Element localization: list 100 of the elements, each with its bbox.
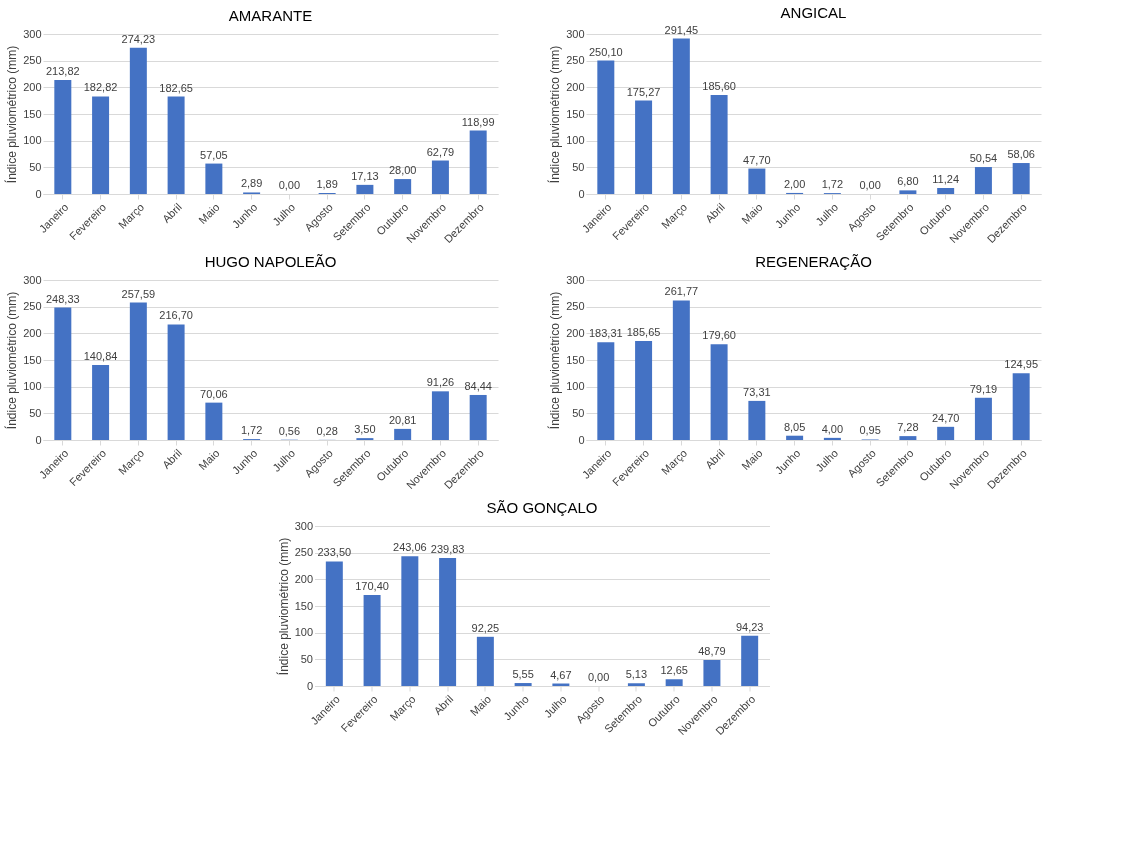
data-label: 28,00 bbox=[388, 164, 417, 177]
y-tick-label: 200 bbox=[23, 80, 42, 93]
bar bbox=[974, 397, 992, 440]
y-tick-label: 300 bbox=[23, 27, 42, 40]
bar bbox=[356, 184, 374, 194]
data-label: 73,31 bbox=[743, 385, 771, 398]
y-tick-label: 250 bbox=[23, 54, 42, 67]
data-label: 6,80 bbox=[897, 175, 919, 188]
chart-title: REGENERAÇÃO bbox=[755, 253, 872, 270]
bar bbox=[741, 635, 759, 686]
y-tick-label: 100 bbox=[23, 380, 42, 393]
data-label: 48,79 bbox=[698, 644, 726, 657]
data-label: 291,45 bbox=[664, 23, 699, 36]
y-tick-label: 50 bbox=[300, 652, 313, 665]
data-label: 1,89 bbox=[316, 177, 338, 190]
data-label: 92,25 bbox=[471, 621, 500, 634]
bar bbox=[469, 394, 487, 440]
data-label: 50,54 bbox=[969, 152, 998, 165]
data-label: 8,05 bbox=[783, 420, 806, 433]
data-label: 4,67 bbox=[550, 668, 572, 681]
data-label: 239,83 bbox=[430, 543, 465, 556]
data-label: 0,00 bbox=[278, 179, 301, 191]
bar bbox=[974, 167, 992, 194]
data-label: 124,95 bbox=[1004, 358, 1038, 371]
data-label: 2,00 bbox=[783, 177, 806, 190]
bar bbox=[431, 160, 449, 194]
bar bbox=[672, 300, 690, 440]
bar bbox=[597, 60, 615, 194]
data-label: 94,23 bbox=[735, 620, 764, 633]
y-tick-label: 150 bbox=[566, 353, 585, 366]
data-label: 243,06 bbox=[393, 541, 427, 554]
bar bbox=[1012, 163, 1030, 194]
data-label: 274,23 bbox=[121, 32, 156, 45]
data-label: 182,65 bbox=[159, 81, 193, 94]
bar bbox=[937, 426, 955, 440]
y-tick-label: 250 bbox=[566, 54, 585, 67]
data-label: 185,60 bbox=[702, 80, 736, 93]
bar bbox=[748, 400, 766, 440]
bar bbox=[205, 402, 223, 440]
bar bbox=[54, 79, 72, 194]
data-label: 0,56 bbox=[278, 424, 301, 437]
y-tick-label: 250 bbox=[566, 300, 585, 313]
y-axis-title: Índice pluviométrico (mm) bbox=[4, 45, 20, 184]
y-tick-label: 0 bbox=[35, 433, 42, 446]
y-tick-label: 200 bbox=[566, 80, 585, 93]
data-label: 233,50 bbox=[317, 546, 352, 559]
y-tick-label: 0 bbox=[35, 187, 42, 200]
y-tick-label: 100 bbox=[566, 134, 585, 147]
data-label: 261,77 bbox=[664, 285, 699, 298]
bar bbox=[597, 342, 615, 440]
data-label: 7,28 bbox=[897, 421, 919, 434]
bar bbox=[167, 324, 185, 440]
y-tick-label: 300 bbox=[566, 273, 585, 286]
bar bbox=[899, 436, 917, 440]
bar bbox=[672, 38, 690, 194]
data-label: 20,81 bbox=[388, 413, 417, 426]
y-tick-label: 100 bbox=[566, 380, 585, 393]
bar bbox=[325, 561, 343, 686]
data-label: 3,50 bbox=[354, 423, 376, 436]
bar bbox=[167, 96, 185, 194]
bar bbox=[476, 636, 494, 686]
data-label: 175,27 bbox=[626, 85, 661, 98]
data-label: 0,28 bbox=[316, 424, 338, 437]
data-label: 213,82 bbox=[46, 64, 80, 77]
y-tick-label: 100 bbox=[294, 626, 313, 639]
bar bbox=[823, 437, 841, 440]
chart-title: ANGICAL bbox=[780, 3, 847, 21]
y-tick-label: 50 bbox=[572, 160, 585, 173]
bar bbox=[401, 556, 419, 686]
bar bbox=[431, 391, 449, 440]
bar bbox=[710, 95, 728, 194]
data-label: 17,13 bbox=[351, 169, 379, 182]
bar bbox=[665, 679, 683, 686]
bar bbox=[635, 100, 653, 194]
y-tick-label: 50 bbox=[29, 160, 42, 173]
y-tick-label: 50 bbox=[572, 406, 585, 419]
y-tick-label: 300 bbox=[566, 27, 585, 40]
bar bbox=[92, 96, 110, 194]
y-axis-title: Índice pluviométrico (mm) bbox=[547, 291, 563, 430]
data-label: 0,00 bbox=[859, 179, 881, 191]
data-label: 257,59 bbox=[121, 287, 156, 300]
data-label: 179,60 bbox=[702, 329, 736, 342]
bar bbox=[635, 340, 653, 440]
bar bbox=[937, 188, 955, 194]
data-label: 2,89 bbox=[240, 177, 263, 190]
bar bbox=[710, 344, 728, 440]
data-label: 140,84 bbox=[83, 349, 118, 362]
data-label: 5,55 bbox=[512, 668, 534, 681]
y-tick-label: 150 bbox=[566, 107, 585, 120]
data-label: 4,00 bbox=[821, 422, 844, 435]
bar bbox=[748, 168, 766, 194]
data-label: 182,82 bbox=[83, 81, 118, 94]
data-label: 0,95 bbox=[859, 424, 881, 437]
data-label: 70,06 bbox=[200, 387, 228, 400]
bar bbox=[54, 307, 72, 440]
y-tick-label: 0 bbox=[306, 679, 313, 692]
bar bbox=[129, 302, 147, 440]
bar bbox=[394, 428, 412, 440]
data-label: 183,31 bbox=[589, 327, 623, 340]
bar bbox=[205, 163, 223, 194]
